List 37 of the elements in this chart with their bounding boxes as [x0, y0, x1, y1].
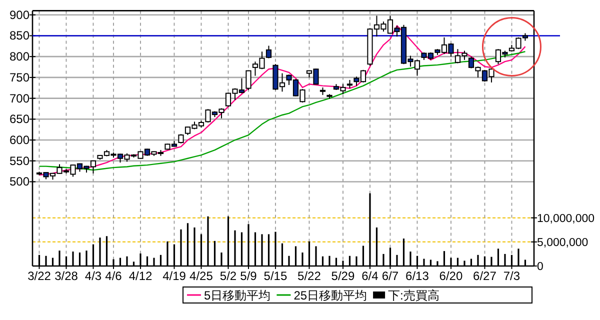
- x-tick-label: 6/4: [362, 269, 379, 283]
- y-tick-label: 550: [9, 154, 30, 168]
- y2-tick-label: 0: [537, 261, 544, 273]
- candlestick: [266, 45, 272, 59]
- x-tick-label: 5/29: [331, 269, 355, 283]
- x-tick-label: 3/28: [54, 269, 78, 283]
- y-tick-label: 600: [9, 133, 30, 148]
- x-tick-label: 6/27: [473, 269, 497, 283]
- y-tick-label: 500: [9, 174, 30, 189]
- x-tick-label: 5/2: [220, 269, 237, 283]
- x-tick-label: 5/22: [298, 269, 322, 283]
- x-tick-label: 3/22: [28, 269, 52, 283]
- y-tick-label: 800: [9, 50, 30, 64]
- y2-tick-label: 10,000,000: [537, 212, 595, 225]
- x-tick-label: 6/7: [382, 269, 399, 283]
- x-tick-label: 4/3: [84, 269, 102, 283]
- y2-tick-label: 5,000,000: [537, 236, 588, 249]
- x-tick-label: 4/12: [128, 269, 152, 283]
- x-tick-label: 7/3: [503, 269, 520, 283]
- x-tick-label: 6/13: [406, 269, 430, 283]
- candlestick: [178, 134, 184, 144]
- legend-label: 25日移動平均: [294, 288, 368, 302]
- x-tick-label: 4/25: [190, 269, 214, 283]
- y-tick-label: 850: [9, 28, 30, 43]
- y-tick-label: 900: [9, 8, 30, 22]
- x-tick-label: 4/19: [162, 269, 186, 283]
- y-tick-label: 650: [9, 112, 30, 126]
- x-tick-label: 5/9: [240, 269, 258, 283]
- x-tick-label: 5/15: [264, 269, 288, 283]
- line-series: [38, 25, 526, 176]
- candlestick: [246, 70, 252, 90]
- x-tick-label: 6/20: [439, 269, 463, 283]
- legend-label: 下:売買高: [388, 288, 440, 302]
- y-tick-label: 750: [9, 70, 30, 84]
- legend-label: 5日移動平均: [204, 288, 271, 302]
- y-tick-label: 700: [9, 91, 30, 106]
- x-tick-label: 4/6: [105, 269, 122, 283]
